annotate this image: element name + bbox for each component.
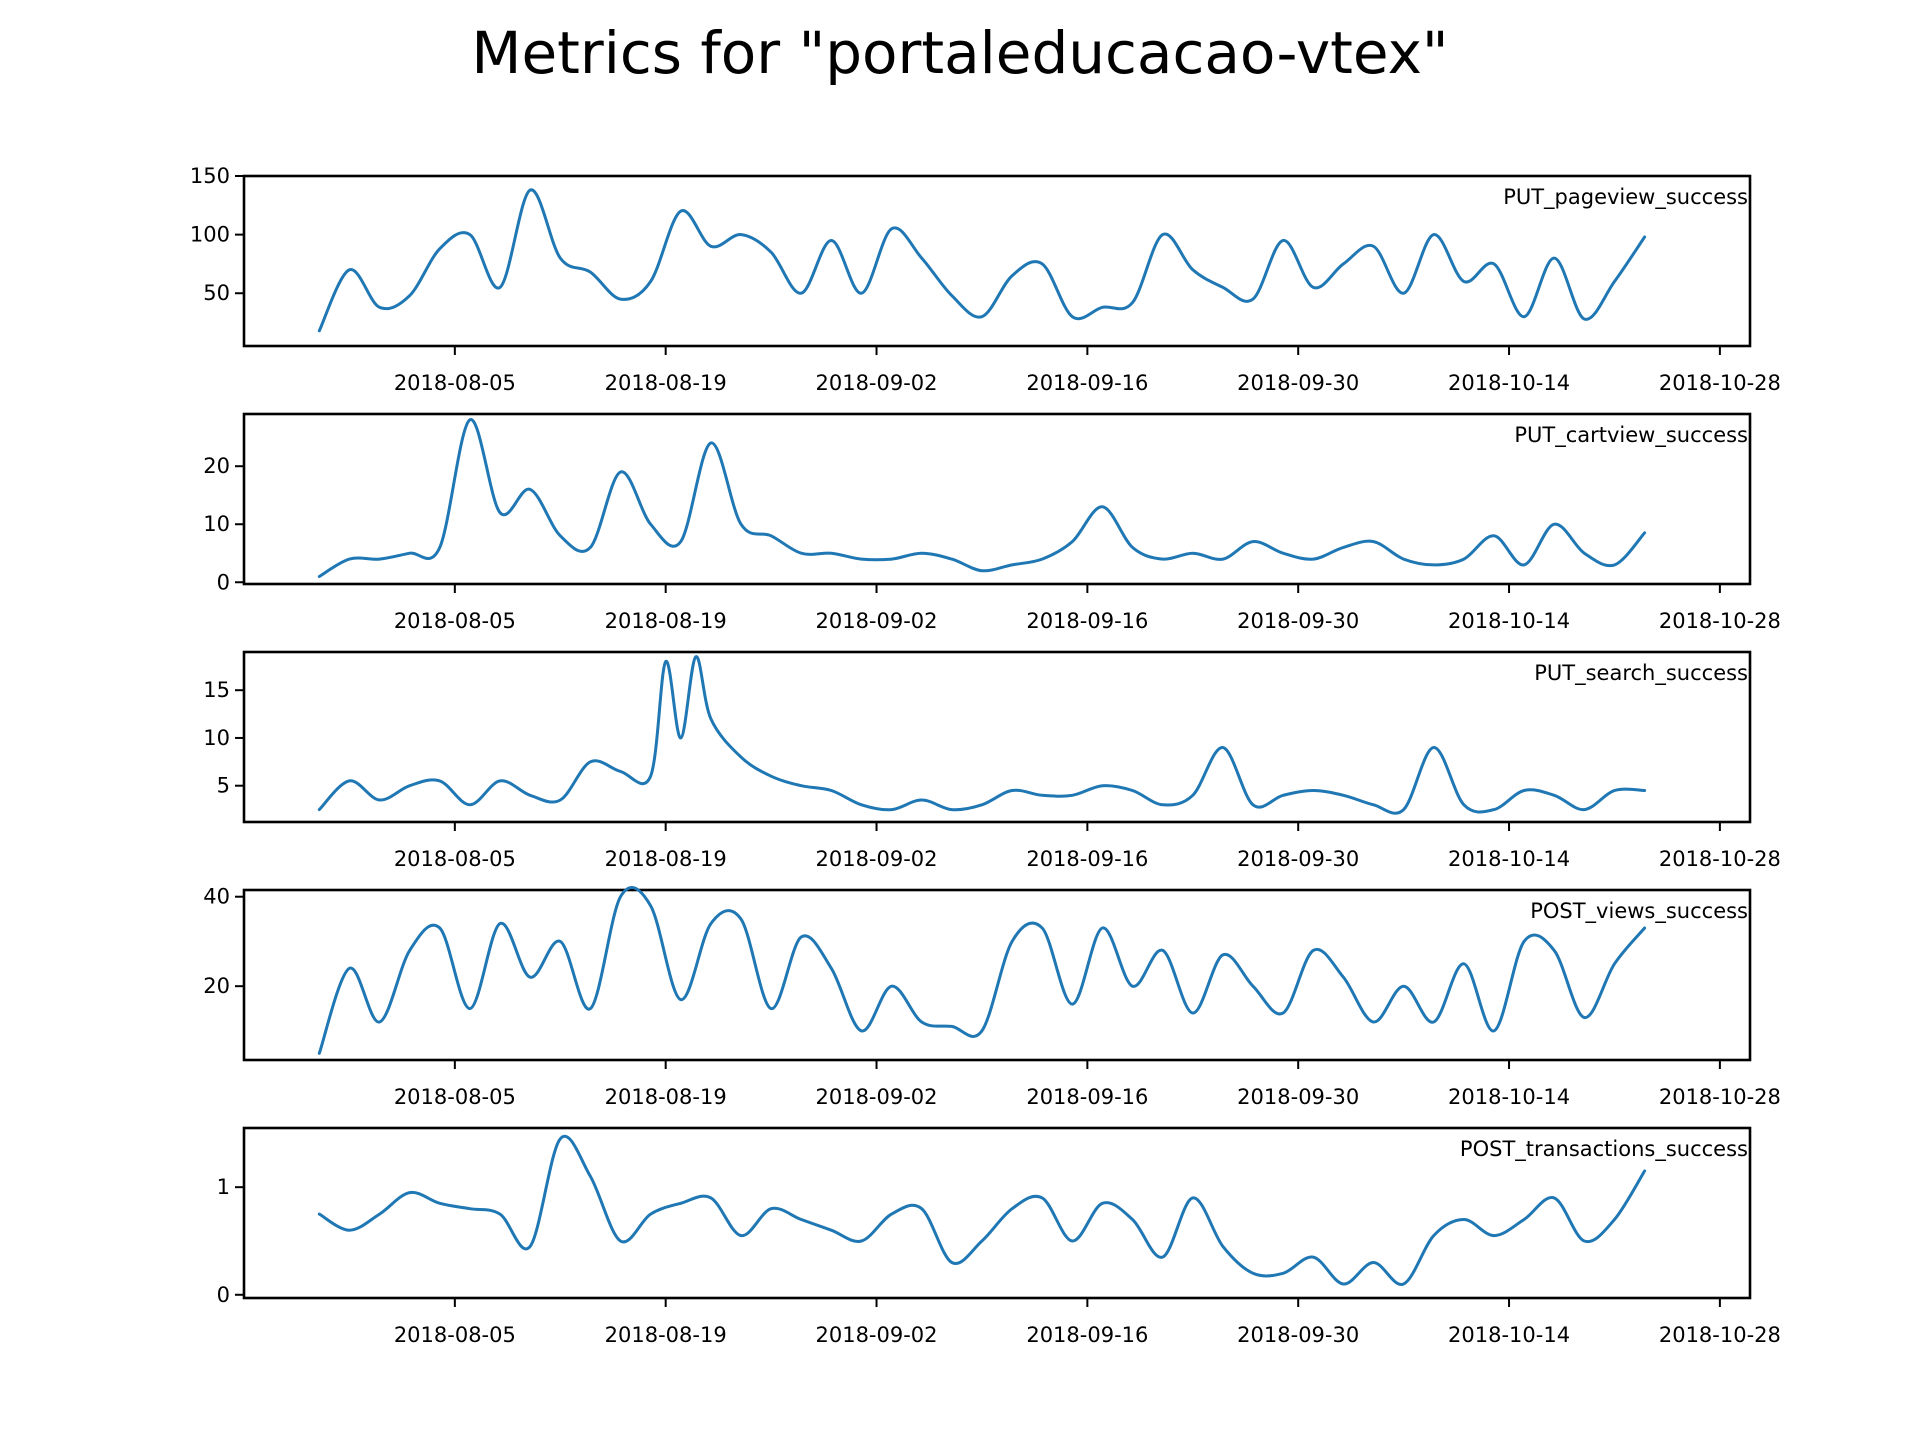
x-tick-label: 2018-09-02 [815, 609, 937, 633]
x-tick-label: 2018-10-14 [1448, 847, 1570, 871]
x-tick-label: 2018-10-14 [1448, 609, 1570, 633]
panel-put-pageview-success: 2018-08-05 2018-08-19 2018-09-02 2018-09-16… [190, 164, 1781, 395]
series-label: PUT_pageview_success [1503, 185, 1748, 210]
y-tick-label: 10 [203, 726, 230, 750]
x-tick-label: 2018-10-14 [1448, 1323, 1570, 1347]
series-line-put-pageview-success [317, 188, 1647, 333]
y-tick-label: 10 [203, 512, 230, 536]
y-tick-label: 150 [190, 164, 230, 188]
axes-frame [242, 412, 1752, 586]
x-tick-label: 2018-09-16 [1026, 371, 1148, 395]
x-tick-label: 2018-08-19 [605, 1085, 727, 1109]
panel-post-transactions-success: 2018-08-05 2018-08-19 2018-09-02 2018-09-16… [217, 1126, 1781, 1347]
series-label: PUT_search_success [1534, 661, 1748, 686]
series-line-put-search-success [317, 655, 1647, 815]
x-tick-label: 2018-08-05 [394, 1085, 516, 1109]
y-tick-label: 0 [217, 570, 230, 594]
x-tick-label: 2018-09-30 [1237, 609, 1359, 633]
x-tick-label: 2018-08-19 [605, 1323, 727, 1347]
x-tick-label: 2018-10-28 [1659, 847, 1781, 871]
series-label: POST_transactions_success [1460, 1137, 1748, 1162]
y-tick-label: 40 [203, 885, 230, 909]
y-tick-label: 100 [190, 223, 230, 247]
x-tick-label: 2018-08-05 [394, 371, 516, 395]
x-tick-label: 2018-10-14 [1448, 371, 1570, 395]
panels: 2018-08-05 2018-08-19 2018-09-02 2018-09-16… [190, 164, 1781, 1347]
x-tick-label: 2018-08-05 [394, 609, 516, 633]
x-tick-label: 2018-08-05 [394, 847, 516, 871]
x-tick-label: 2018-10-28 [1659, 1085, 1781, 1109]
axes-frame [242, 888, 1752, 1062]
x-tick-label: 2018-09-16 [1026, 609, 1148, 633]
panel-put-cartview-success: 2018-08-05 2018-08-19 2018-09-02 2018-09-16… [203, 412, 1781, 633]
x-tick-label: 2018-08-19 [605, 371, 727, 395]
series-line-post-transactions-success [317, 1134, 1647, 1286]
x-tick-label: 2018-09-16 [1026, 1085, 1148, 1109]
x-tick-label: 2018-08-19 [605, 609, 727, 633]
y-tick-label: 1 [217, 1175, 230, 1199]
x-tick-label: 2018-08-19 [605, 847, 727, 871]
axes-frame [242, 174, 1752, 348]
x-tick-label: 2018-09-16 [1026, 847, 1148, 871]
x-tick-label: 2018-09-16 [1026, 1323, 1148, 1347]
x-tick-label: 2018-09-02 [815, 847, 937, 871]
x-tick-label: 2018-09-30 [1237, 371, 1359, 395]
y-tick-label: 0 [217, 1283, 230, 1307]
series-label: PUT_cartview_success [1514, 423, 1748, 448]
y-tick-label: 50 [203, 281, 230, 305]
y-tick-label: 15 [203, 678, 230, 702]
x-tick-label: 2018-09-30 [1237, 847, 1359, 871]
x-tick-label: 2018-09-02 [815, 1323, 937, 1347]
axes-frame [242, 1126, 1752, 1300]
y-tick-label: 20 [203, 454, 230, 478]
x-tick-label: 2018-09-02 [815, 1085, 937, 1109]
x-tick-label: 2018-10-14 [1448, 1085, 1570, 1109]
x-tick-label: 2018-08-05 [394, 1323, 516, 1347]
x-tick-label: 2018-09-30 [1237, 1085, 1359, 1109]
series-label: POST_views_success [1530, 899, 1748, 924]
y-tick-label: 5 [217, 774, 230, 798]
x-tick-label: 2018-09-02 [815, 371, 937, 395]
panel-post-views-success: 2018-08-05 2018-08-19 2018-09-02 2018-09-16… [203, 885, 1781, 1109]
y-tick-label: 20 [203, 974, 230, 998]
series-line-put-cartview-success [317, 418, 1647, 578]
panel-put-search-success: 2018-08-05 2018-08-19 2018-09-02 2018-09-16… [203, 650, 1781, 871]
figure-title: Metrics for "portaleducacao-vtex" [471, 19, 1448, 87]
x-tick-label: 2018-09-30 [1237, 1323, 1359, 1347]
series-line-post-views-success [317, 886, 1647, 1055]
x-tick-label: 2018-10-28 [1659, 371, 1781, 395]
x-tick-label: 2018-10-28 [1659, 609, 1781, 633]
x-tick-label: 2018-10-28 [1659, 1323, 1781, 1347]
